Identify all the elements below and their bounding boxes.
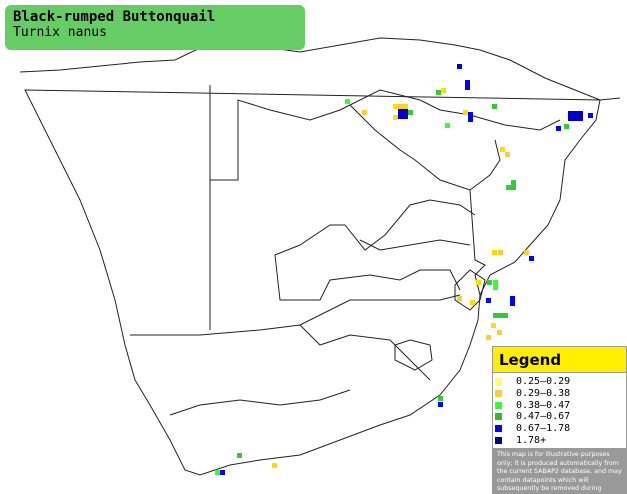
border xyxy=(130,199,486,416)
legend-item: 0.25–0.29 xyxy=(495,376,626,388)
border xyxy=(209,85,561,330)
legend-label: 1.78+ xyxy=(516,434,547,446)
legend-swatch xyxy=(495,436,502,444)
legend-label: 0.29–0.38 xyxy=(516,388,571,400)
legend-item: 0.67–1.78 xyxy=(495,423,626,435)
legend-swatch xyxy=(495,378,502,386)
occurrence-squares xyxy=(215,64,593,475)
coastline xyxy=(19,37,621,476)
legend-items: 0.25–0.29 0.29–0.38 0.38–0.47 0.47–0.67 0.67… xyxy=(493,373,626,448)
legend-swatch xyxy=(495,425,502,433)
legend-item: 0.38–0.47 xyxy=(495,399,626,411)
legend-label: 0.67–1.78 xyxy=(516,423,571,435)
title-box: Black-rumped Buttonquail Turnix nanus xyxy=(5,5,305,50)
legend-swatch xyxy=(495,390,502,398)
legend-item: 0.29–0.38 xyxy=(495,388,626,400)
legend: Legend 0.25–0.29 0.29–0.38 0.38–0.47 0.47–0… xyxy=(492,346,627,494)
legend-swatch xyxy=(495,401,502,409)
legend-item: 0.47–0.67 xyxy=(495,411,626,423)
title: Black-rumped Buttonquail xyxy=(13,9,216,25)
disclaimer: This map is for illustrative purposes on… xyxy=(493,448,626,494)
legend-label: 0.38–0.47 xyxy=(516,399,571,411)
legend-item: 1.78+ xyxy=(495,434,626,446)
subtitle: Turnix nanus xyxy=(13,25,107,40)
legend-label: 0.47–0.67 xyxy=(516,411,571,423)
legend-label: 0.25–0.29 xyxy=(516,376,571,388)
legend-swatch xyxy=(495,413,502,421)
legend-title: Legend xyxy=(493,347,626,373)
